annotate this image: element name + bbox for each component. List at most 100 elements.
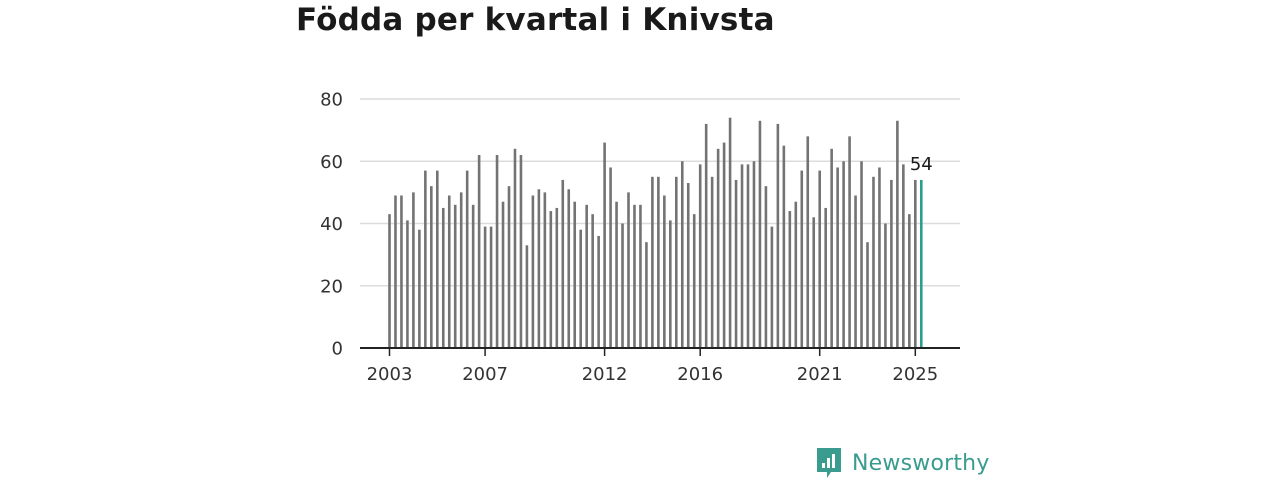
bar — [902, 164, 905, 348]
bar — [722, 142, 726, 348]
bar — [758, 120, 762, 348]
bar — [692, 214, 696, 348]
bar — [418, 229, 421, 348]
bar — [412, 192, 415, 348]
bar — [561, 179, 565, 348]
bar — [585, 204, 588, 348]
bar — [447, 195, 451, 348]
newsworthy-logo-icon — [817, 448, 841, 478]
bar — [776, 123, 780, 349]
bar — [639, 204, 642, 348]
bar — [824, 207, 827, 348]
bar — [710, 176, 714, 348]
bar — [495, 155, 499, 348]
bar — [782, 145, 786, 348]
bar — [860, 161, 863, 348]
bar — [686, 183, 690, 348]
bar — [836, 167, 839, 348]
x-tick-label: 2007 — [462, 364, 508, 385]
bar — [734, 179, 738, 348]
bar — [459, 192, 463, 348]
bar — [884, 223, 887, 348]
bar — [890, 179, 893, 348]
bar — [621, 223, 624, 348]
bar — [531, 195, 535, 348]
bar — [483, 226, 487, 348]
bar — [615, 201, 618, 348]
bar — [436, 170, 439, 348]
bar — [812, 217, 816, 348]
bar — [728, 117, 732, 348]
bar — [854, 195, 857, 348]
bar — [680, 161, 684, 348]
bar — [908, 214, 911, 348]
bar — [794, 201, 798, 348]
bar — [764, 186, 768, 348]
bar-highlight — [919, 179, 923, 348]
bar — [388, 214, 391, 348]
bar — [489, 226, 493, 348]
newsworthy-brand[interactable]: Newsworthy — [815, 446, 990, 480]
bar — [573, 201, 577, 348]
bar — [633, 204, 636, 348]
bar — [609, 167, 612, 348]
bar — [914, 179, 917, 348]
x-tick-label: 2021 — [797, 364, 843, 385]
bar — [716, 148, 720, 348]
bar — [567, 189, 571, 348]
x-tick-label: 2016 — [677, 364, 723, 385]
bar — [842, 161, 845, 348]
bar — [657, 176, 660, 348]
bar — [872, 176, 875, 348]
y-tick-label: 20 — [320, 276, 343, 297]
bar — [818, 170, 821, 348]
bar — [471, 204, 475, 348]
bar — [800, 170, 804, 348]
bar — [465, 170, 469, 348]
brand-name: Newsworthy — [852, 450, 990, 476]
bar — [675, 176, 678, 348]
bar — [549, 211, 553, 348]
bar — [579, 229, 582, 348]
y-tick-label: 0 — [332, 339, 343, 360]
bar — [543, 192, 547, 348]
bar — [645, 242, 648, 348]
bar — [788, 211, 792, 348]
bar — [740, 164, 744, 348]
bar — [394, 195, 397, 348]
x-tick-label: 2012 — [582, 364, 628, 385]
bar — [896, 120, 899, 348]
bar — [453, 204, 457, 348]
bar — [513, 148, 517, 348]
bar — [424, 170, 427, 348]
bar — [627, 192, 630, 348]
bar — [651, 176, 654, 348]
bar — [555, 207, 559, 348]
bar — [669, 220, 672, 348]
last-value-label: 54 — [910, 154, 933, 175]
bar — [477, 155, 481, 348]
bar — [770, 226, 774, 348]
y-tick-label: 60 — [320, 152, 343, 173]
bar — [441, 207, 445, 348]
bar — [698, 164, 702, 348]
bar — [525, 245, 529, 348]
bar — [830, 148, 833, 348]
axes — [360, 347, 960, 356]
bar — [501, 201, 505, 348]
x-tick-label: 2003 — [367, 364, 413, 385]
bar — [704, 123, 708, 349]
bar — [848, 136, 851, 348]
bar — [603, 142, 606, 348]
bar — [752, 161, 756, 348]
bar — [597, 235, 600, 348]
bars — [388, 117, 923, 349]
bar — [430, 186, 433, 348]
bar — [519, 155, 523, 348]
chart-title: Födda per kvartal i Knivsta — [296, 2, 775, 38]
bar — [746, 164, 750, 348]
y-tick-label: 40 — [320, 214, 343, 235]
bar — [878, 167, 881, 348]
x-tick-label: 2025 — [892, 364, 938, 385]
